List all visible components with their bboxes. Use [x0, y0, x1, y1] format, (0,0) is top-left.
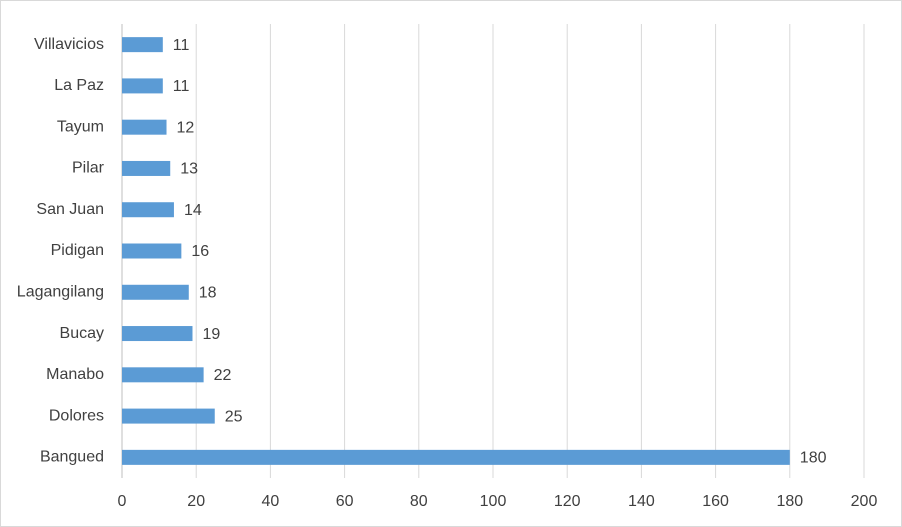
- y-tick-label: La Paz: [54, 77, 104, 94]
- y-tick-label: Bucay: [60, 325, 104, 342]
- bar: [122, 284, 189, 300]
- y-tick-label: San Juan: [36, 201, 104, 218]
- value-label: 22: [214, 367, 232, 384]
- x-tick-label: 80: [410, 493, 428, 510]
- bar: [122, 449, 790, 465]
- value-label: 13: [180, 161, 198, 178]
- value-label: 14: [184, 202, 202, 219]
- value-label: 25: [225, 408, 243, 425]
- y-tick-label: Dolores: [49, 407, 104, 424]
- y-tick-label: Pidigan: [51, 242, 104, 259]
- x-tick-label: 180: [776, 493, 803, 510]
- value-label: 11: [173, 37, 190, 54]
- value-label: 11: [173, 78, 190, 95]
- y-tick-label: Manabo: [46, 366, 104, 383]
- bar: [122, 367, 204, 383]
- x-tick-label: 0: [118, 493, 127, 510]
- bar: [122, 78, 163, 94]
- y-tick-label: Tayum: [57, 118, 104, 135]
- value-label: 19: [202, 326, 220, 343]
- x-tick-label: 200: [851, 493, 878, 510]
- value-label: 180: [800, 450, 827, 467]
- y-tick-label: Villavicios: [34, 36, 104, 53]
- x-tick-label: 160: [702, 493, 729, 510]
- x-tick-label: 120: [554, 493, 581, 510]
- x-tick-label: 60: [336, 493, 354, 510]
- bar: [122, 37, 163, 53]
- y-tick-label: Bangued: [40, 449, 104, 466]
- y-tick-label: Pilar: [72, 160, 105, 177]
- bar: [122, 119, 167, 135]
- value-label: 12: [177, 119, 195, 136]
- x-tick-label: 40: [262, 493, 280, 510]
- bar: [122, 202, 174, 218]
- bar: [122, 326, 193, 342]
- y-tick-label: Lagangilang: [17, 283, 104, 300]
- x-tick-label: 20: [187, 493, 205, 510]
- x-tick-label: 100: [480, 493, 507, 510]
- value-label: 16: [191, 243, 209, 260]
- x-tick-label: 140: [628, 493, 655, 510]
- value-label: 18: [199, 284, 217, 301]
- bar: [122, 243, 182, 259]
- bar: [122, 408, 215, 424]
- bar: [122, 160, 171, 176]
